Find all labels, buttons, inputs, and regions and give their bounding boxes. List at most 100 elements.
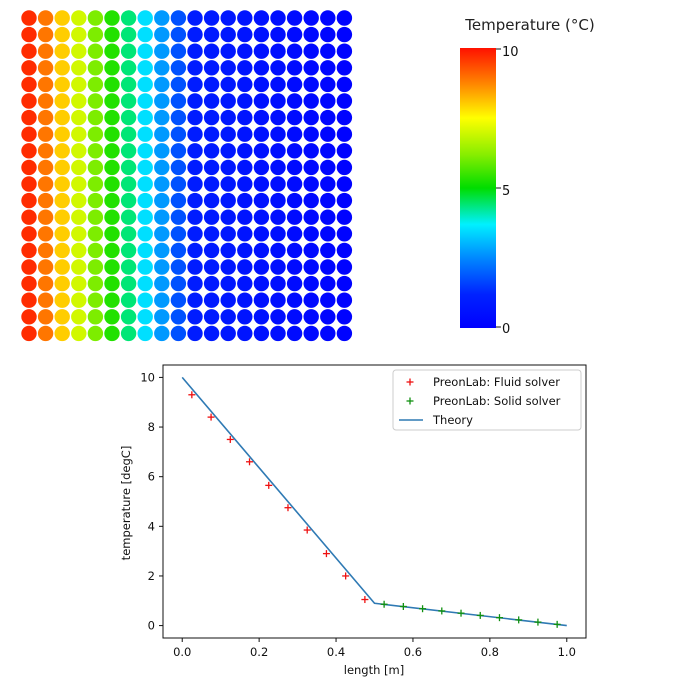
particle <box>303 143 319 159</box>
particle <box>87 226 104 242</box>
particle <box>303 60 319 76</box>
particle <box>120 93 137 109</box>
particle <box>54 176 70 192</box>
particle <box>87 275 104 292</box>
particle <box>286 159 303 176</box>
particle <box>21 76 37 93</box>
particle <box>336 259 353 275</box>
particle <box>187 60 203 76</box>
particle <box>187 275 203 292</box>
legend-label: PreonLab: Fluid solver <box>433 375 560 389</box>
particle <box>187 10 203 26</box>
solid-solver-point <box>438 607 446 615</box>
particle <box>253 126 270 142</box>
particle <box>137 292 153 308</box>
particle <box>87 209 104 225</box>
particle <box>303 76 319 93</box>
particle <box>154 292 170 308</box>
particle <box>286 26 303 43</box>
particle <box>220 309 236 325</box>
particle <box>253 242 270 259</box>
particle <box>87 292 104 308</box>
particle <box>220 226 236 242</box>
particle <box>170 192 187 209</box>
particle <box>170 325 187 342</box>
particle <box>203 109 220 126</box>
particle <box>270 126 286 142</box>
fluid-solver-point <box>226 435 234 443</box>
particle <box>71 292 87 308</box>
particle <box>170 76 187 93</box>
particle <box>286 126 303 142</box>
particle <box>54 93 70 109</box>
particle <box>286 209 303 225</box>
particle <box>71 309 87 325</box>
particle <box>170 143 187 159</box>
particle <box>154 259 170 275</box>
particle <box>54 242 70 259</box>
particle <box>137 60 153 76</box>
particle <box>120 192 137 209</box>
particle <box>237 226 253 242</box>
particle <box>203 76 220 93</box>
particle <box>187 159 203 176</box>
particle <box>170 209 187 225</box>
legend-box <box>392 369 582 431</box>
particle <box>104 192 120 209</box>
particle <box>286 176 303 192</box>
particle <box>170 60 187 76</box>
particle <box>104 76 120 93</box>
particle <box>187 292 203 308</box>
particle <box>253 159 270 176</box>
particle <box>120 209 137 225</box>
particle <box>253 259 270 275</box>
particle <box>170 109 187 126</box>
particle <box>37 292 54 308</box>
particle <box>170 176 187 192</box>
particle <box>137 43 153 59</box>
particle <box>270 275 286 292</box>
particle <box>320 226 336 242</box>
particle <box>54 143 70 159</box>
particle <box>286 226 303 242</box>
particle <box>237 242 253 259</box>
particle <box>104 143 120 159</box>
particle <box>154 275 170 292</box>
particle <box>54 43 70 59</box>
particle <box>87 259 104 275</box>
particle <box>137 325 153 342</box>
particle <box>203 275 220 292</box>
particle <box>137 143 153 159</box>
particle <box>303 10 319 26</box>
y-axis-label: temperature [degC] <box>119 446 133 561</box>
particle <box>37 325 54 342</box>
fluid-solver-point <box>265 481 273 489</box>
y-tick-label: 6 <box>148 470 155 484</box>
particle <box>253 209 270 225</box>
particle <box>237 292 253 308</box>
particle <box>253 275 270 292</box>
plot-axes: 0.0 0.2 0.4 0.6 0.8 1.0 0 2 4 6 8 10 <box>140 364 587 659</box>
particle <box>187 176 203 192</box>
particle <box>270 309 286 325</box>
particle <box>203 226 220 242</box>
particle <box>303 176 319 192</box>
x-tick-label: 0.2 <box>250 645 268 659</box>
particle <box>71 76 87 93</box>
particle <box>54 209 70 225</box>
particle <box>237 126 253 142</box>
particle <box>71 43 87 59</box>
particle <box>203 26 220 43</box>
particle <box>54 10 70 26</box>
particle <box>104 159 120 176</box>
solid-solver-point <box>534 618 542 626</box>
particle <box>170 292 187 308</box>
colorbar-tick-mid: 5 <box>502 184 510 199</box>
particle <box>253 226 270 242</box>
particle <box>37 126 54 142</box>
particle <box>87 126 104 142</box>
particle <box>137 93 153 109</box>
particle <box>154 93 170 109</box>
y-tick-label: 2 <box>148 569 155 583</box>
particle <box>154 60 170 76</box>
